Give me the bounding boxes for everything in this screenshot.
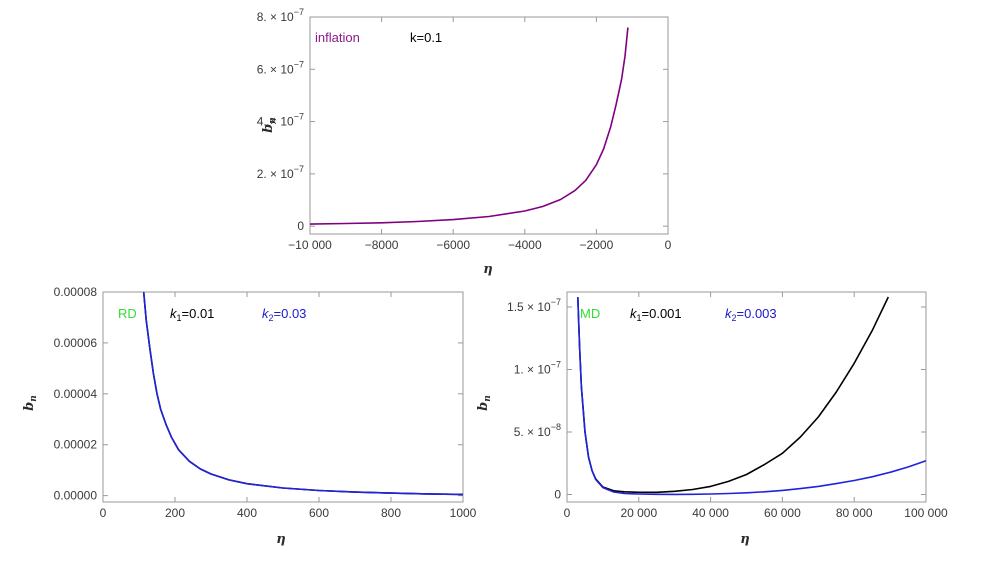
chart-panel-2: 0 200 400 600 800 1000 0.00000 0.00002 0.00004 0.… <box>22 285 477 547</box>
x-tick-label: 600 <box>309 506 329 520</box>
annotation-1: MD <box>580 306 600 321</box>
x-tick-label: −2000 <box>580 238 614 252</box>
x-axis-label: η <box>276 532 285 547</box>
x-tick-label: 100 000 <box>904 506 948 520</box>
y-tick-label: 0 <box>297 219 304 233</box>
series-group <box>310 27 629 225</box>
annotation-3: k2=0.03 <box>262 306 306 323</box>
y-tick-label: 5. × 10−8 <box>514 422 561 439</box>
x-tick-label: 200 <box>165 506 185 520</box>
x-tick-label: 20 000 <box>620 506 657 520</box>
annotation-1: RD <box>118 306 137 321</box>
series-line-2 <box>577 296 926 496</box>
x-tick-label: 800 <box>381 506 401 520</box>
y-tick-label: 6. × 10−7 <box>257 59 304 76</box>
y-tick-label: 2. × 10−7 <box>257 164 304 181</box>
chart-panel-3: 0 20 000 40 000 60 000 80 000 100 000 0 5. × 10… <box>476 291 948 547</box>
y-tick-label: 0.00002 <box>54 438 98 452</box>
x-tick-label: −4000 <box>508 238 542 252</box>
plot-frame <box>566 291 927 503</box>
y-tick-label: 0.00008 <box>54 285 98 299</box>
y-tick-label: 0.00004 <box>54 387 98 401</box>
series-line-1 <box>142 292 463 496</box>
x-tick-label: 400 <box>237 506 257 520</box>
series-line-1 <box>310 27 629 225</box>
annotation-3: k2=0.003 <box>725 306 777 323</box>
x-tick-label: 0 <box>100 506 107 520</box>
chart-panel-1: −10 000 −8000 −6000 −4000 −2000 0 0 2. × 10−7 4.… <box>257 7 672 277</box>
x-tick-label: 1000 <box>450 506 477 520</box>
series-group <box>577 296 926 496</box>
x-tick-label: 60 000 <box>764 506 801 520</box>
annotation-2: k1=0.01 <box>170 306 214 323</box>
annotation-2: k1=0.001 <box>630 306 682 323</box>
annotation-1: inflation <box>315 30 360 45</box>
y-tick-label: 0.00000 <box>54 489 98 503</box>
y-tick-label: 1.5 × 10−7 <box>507 297 561 314</box>
y-tick-label: 1. × 10−7 <box>514 360 561 377</box>
y-tick-label: 0 <box>554 488 561 502</box>
x-tick-label: −6000 <box>436 238 470 252</box>
series-line-1 <box>577 296 890 494</box>
series-group <box>142 292 463 496</box>
annotation-2: k=0.1 <box>410 30 442 45</box>
x-tick-label: 40 000 <box>692 506 729 520</box>
x-tick-label: −10 000 <box>288 238 332 252</box>
y-axis-label: bn <box>22 395 39 411</box>
x-axis-label: η <box>483 262 492 277</box>
series-line-2 <box>142 292 463 496</box>
y-tick-label: 0.00006 <box>54 336 98 350</box>
plot-frame <box>309 16 669 235</box>
x-tick-label: 80 000 <box>836 506 873 520</box>
x-tick-label: 0 <box>665 238 672 252</box>
x-tick-label: −8000 <box>365 238 399 252</box>
y-axis-label: bn <box>261 117 278 133</box>
x-axis-label: η <box>740 532 749 547</box>
x-tick-label: 0 <box>564 506 571 520</box>
y-axis-label: bn <box>476 395 493 411</box>
y-tick-label: 8. × 10−7 <box>257 7 304 24</box>
y-tick-label: 4. × 10−7 <box>257 112 304 129</box>
plot-frame <box>102 291 464 503</box>
